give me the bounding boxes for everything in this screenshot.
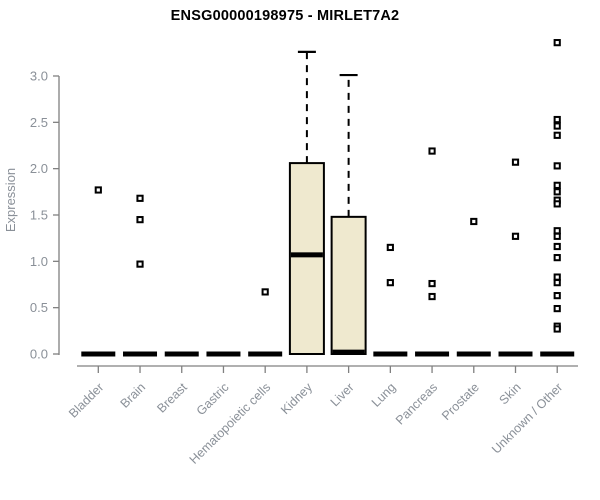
x-tick-label: Lung: [369, 380, 399, 410]
outlier-point: [261, 288, 269, 296]
outlier-point: [553, 188, 561, 196]
outlier-point: [553, 131, 561, 139]
outlier-point: [553, 181, 561, 189]
outlier-point: [511, 232, 520, 240]
zero-bar: [415, 351, 450, 357]
y-tick-label: 1.0: [30, 254, 48, 269]
x-tick-label: Breast: [154, 380, 190, 416]
x-tick-label: Liver: [328, 380, 357, 409]
outlier-point: [553, 227, 561, 235]
box-liver: [330, 215, 367, 355]
outlier-point: [553, 325, 561, 333]
box-kidney: [288, 162, 325, 355]
x-tick-label: Bladder: [66, 380, 106, 420]
outlier-point: [553, 273, 561, 281]
median-line: [332, 349, 365, 355]
y-axis-title: Expression: [3, 168, 18, 232]
outlier-point: [386, 279, 394, 287]
outlier-point: [553, 242, 561, 251]
y-tick-label: 0.0: [30, 347, 48, 362]
zero-bar: [373, 351, 408, 357]
outlier-point: [511, 158, 520, 166]
outlier-point: [553, 115, 561, 124]
y-tick-label: 3.0: [30, 68, 48, 83]
zero-bar: [456, 351, 491, 357]
x-tick-label: Skin: [497, 380, 524, 407]
zero-bar: [123, 351, 158, 357]
outlier-point: [553, 292, 561, 300]
outlier-point: [470, 217, 478, 226]
y-tick-label: 2.5: [30, 115, 48, 130]
outlier-point: [428, 147, 436, 155]
x-tick-label: Pancreas: [393, 380, 440, 427]
outlier-point: [386, 243, 394, 252]
outlier-point: [136, 260, 144, 268]
x-tick-label: Kidney: [278, 380, 315, 417]
x-tick-label: Gastric: [194, 380, 232, 418]
outlier-point: [428, 292, 436, 301]
outlier-point: [553, 162, 561, 170]
y-tick-label: 0.5: [30, 300, 48, 315]
outlier-point: [428, 279, 436, 288]
outlier-point: [136, 194, 144, 202]
zero-bar: [540, 351, 575, 357]
x-tick-label: Unknown / Other: [489, 380, 565, 456]
zero-bar: [248, 351, 283, 357]
y-tick-label: 1.5: [30, 207, 48, 222]
x-tick-label: Prostate: [439, 380, 482, 423]
outlier-point: [553, 232, 561, 240]
outlier-point: [94, 186, 102, 194]
outlier-point: [136, 216, 144, 224]
x-tick-label: Hematopoietic cells: [187, 380, 274, 467]
zero-bar: [81, 351, 116, 357]
x-tick-label: Brain: [118, 380, 149, 411]
zero-bar: [164, 351, 199, 357]
outlier-point: [553, 39, 561, 47]
y-tick-label: 2.0: [30, 161, 48, 176]
outlier-point: [553, 254, 561, 262]
outlier-point: [553, 122, 561, 130]
zero-bar: [206, 351, 241, 357]
median-line: [290, 252, 323, 258]
outlier-point: [553, 304, 561, 313]
chart-title: ENSG00000198975 - MIRLET7A2: [170, 8, 400, 24]
outlier-point: [553, 200, 561, 208]
outlier-point: [553, 279, 561, 287]
zero-bar: [498, 351, 533, 357]
